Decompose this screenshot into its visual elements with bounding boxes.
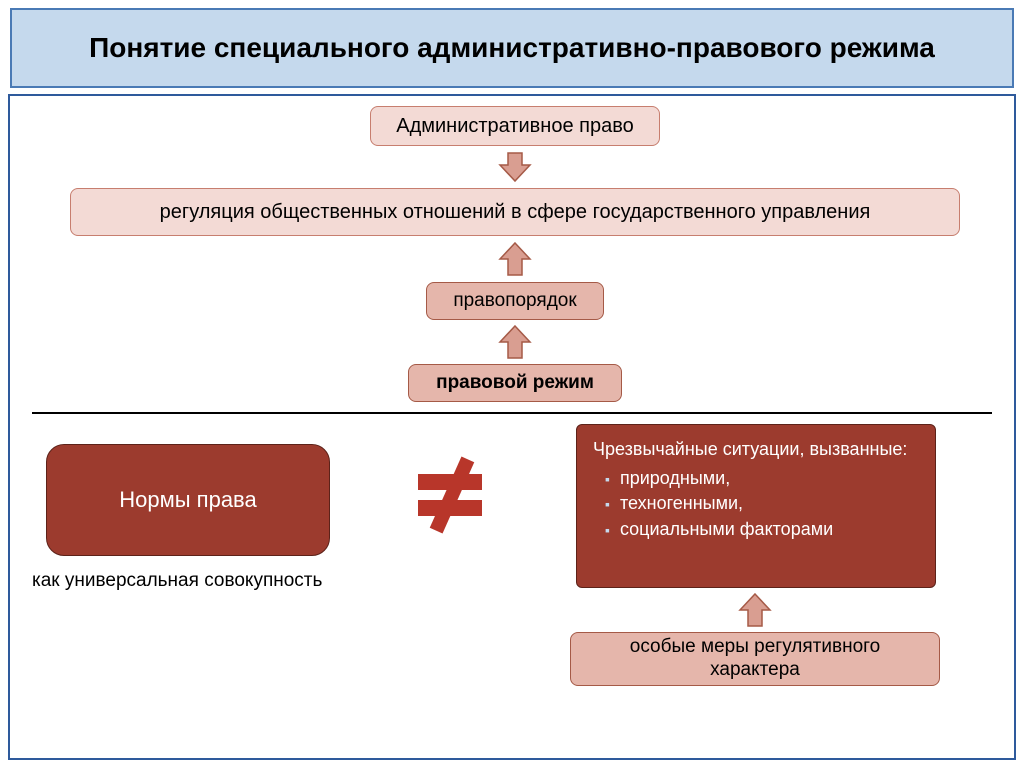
- label-norms: Нормы права: [119, 487, 256, 513]
- label-special-measures: особые меры регулятивного характера: [583, 636, 927, 682]
- box-law-order: правопорядок: [426, 282, 604, 320]
- box-special-measures: особые меры регулятивного характера: [570, 632, 940, 686]
- box-regulation: регуляция общественных отношений в сфере…: [70, 188, 960, 236]
- caption-norms: как универсальная совокупность: [32, 570, 322, 592]
- slide-title: Понятие специального административно-пра…: [10, 8, 1014, 88]
- arrow-down-1: [498, 151, 532, 185]
- label-legal-regime: правовой режим: [436, 372, 594, 394]
- emergencies-title: Чрезвычайные ситуации, вызванные:: [593, 437, 919, 462]
- arrow-up-1: [498, 241, 532, 279]
- emergency-item: природными,: [597, 466, 919, 491]
- divider-line: [32, 412, 992, 414]
- emergency-item: социальными факторами: [597, 517, 919, 542]
- arrow-up-2: [498, 324, 532, 362]
- label-regulation: регуляция общественных отношений в сфере…: [160, 201, 871, 224]
- box-legal-regime: правовой режим: [408, 364, 622, 402]
- emergency-item: техногенными,: [597, 491, 919, 516]
- box-emergencies: Чрезвычайные ситуации, вызванные: природ…: [576, 424, 936, 588]
- not-equal-icon: [410, 456, 490, 536]
- arrow-up-3: [738, 592, 772, 630]
- label-admin-law: Административное право: [396, 115, 634, 138]
- title-text: Понятие специального административно-пра…: [89, 31, 935, 65]
- box-norms: Нормы права: [46, 444, 330, 556]
- emergencies-list: природными, техногенными, социальными фа…: [593, 466, 919, 542]
- box-admin-law: Административное право: [370, 106, 660, 146]
- diagram-frame: Административное право регуляция обществ…: [8, 94, 1016, 760]
- label-law-order: правопорядок: [453, 290, 576, 312]
